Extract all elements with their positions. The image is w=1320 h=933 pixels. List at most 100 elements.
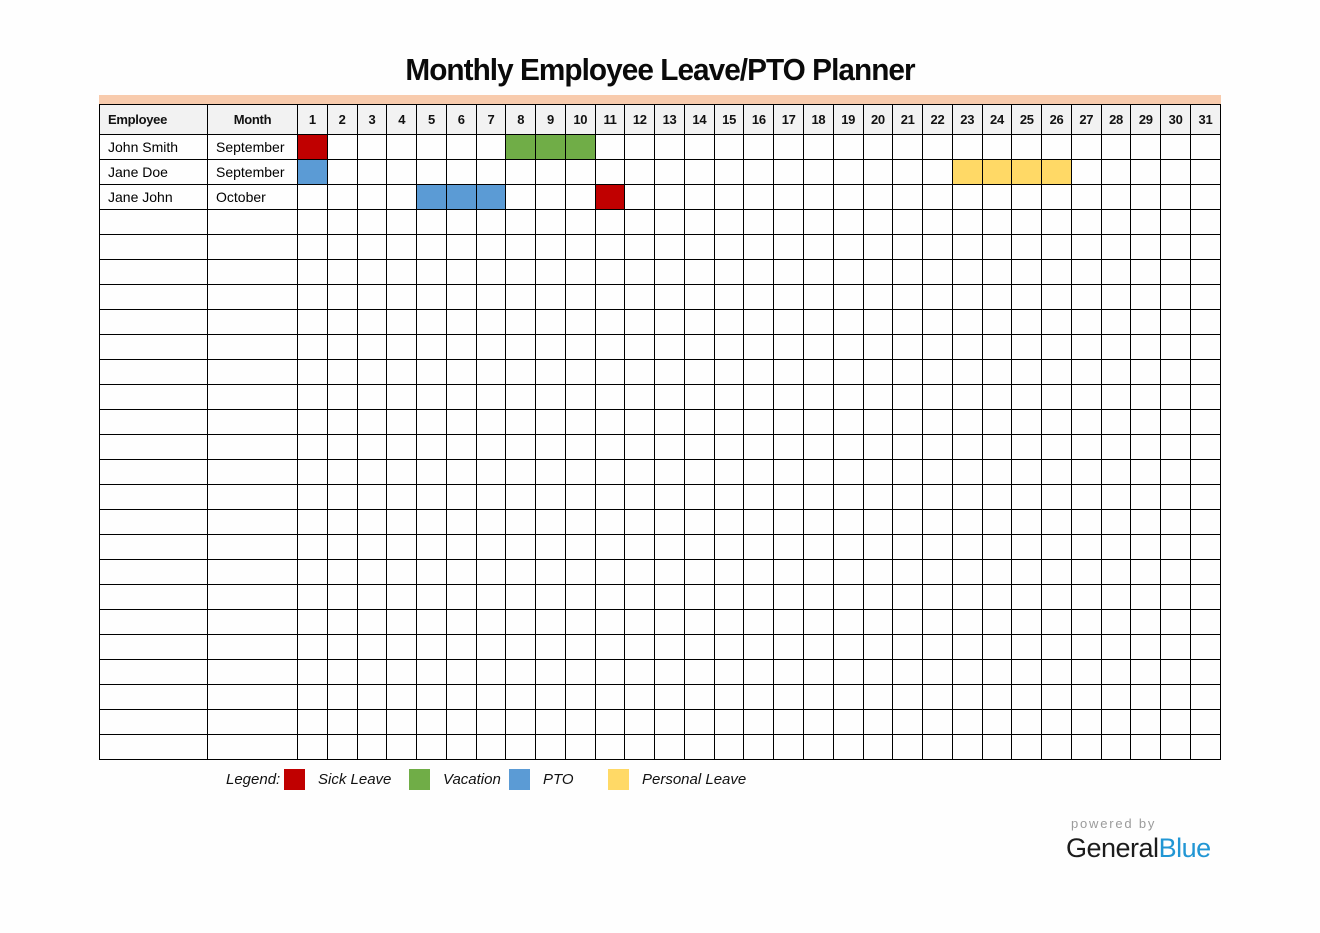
day-cell xyxy=(535,234,566,260)
day-cell xyxy=(1160,284,1191,310)
month-cell xyxy=(207,209,298,235)
day-cell xyxy=(1189,159,1222,185)
day-cell xyxy=(1189,184,1222,210)
day-cell xyxy=(922,234,953,260)
day-cell xyxy=(981,359,1013,385)
day-cell xyxy=(1041,584,1072,610)
day-cell-vacation xyxy=(535,134,566,160)
vacation-color-swatch xyxy=(409,769,430,790)
employee-name-cell: Jane Doe xyxy=(99,159,208,185)
legend-label: Legend: xyxy=(226,771,281,788)
day-cell xyxy=(416,309,447,335)
day-cell xyxy=(1011,409,1043,435)
day-cell xyxy=(743,234,775,260)
employee-name-cell xyxy=(99,559,208,585)
day-cell xyxy=(475,584,507,610)
day-cell xyxy=(1160,609,1191,635)
day-cell xyxy=(713,534,745,560)
day-cell xyxy=(624,734,656,760)
day-cell xyxy=(1189,434,1222,460)
day-cell xyxy=(624,559,656,585)
day-cell xyxy=(1189,359,1222,385)
day-cell xyxy=(683,159,715,185)
day-cell xyxy=(862,259,894,285)
day-cell xyxy=(326,334,358,360)
day-cell xyxy=(1160,434,1191,460)
day-cell xyxy=(773,359,805,385)
day-cell xyxy=(326,584,358,610)
day-cell xyxy=(1100,409,1132,435)
day-cell xyxy=(535,184,566,210)
day-cell xyxy=(535,709,566,735)
day-cell xyxy=(683,659,715,685)
day-cell xyxy=(416,384,447,410)
day-cell xyxy=(803,709,834,735)
day-cell xyxy=(535,159,566,185)
day-cell xyxy=(535,284,566,310)
day-cell xyxy=(356,659,388,685)
day-cell xyxy=(803,459,834,485)
day-cell xyxy=(803,384,834,410)
day-cell xyxy=(624,584,656,610)
day-cell xyxy=(803,259,834,285)
day-cell xyxy=(922,584,953,610)
day-cell xyxy=(416,734,447,760)
day-cell xyxy=(445,384,477,410)
day-cell xyxy=(535,659,566,685)
day-cell xyxy=(951,234,983,260)
day-cell xyxy=(356,359,388,385)
day-cell xyxy=(1130,484,1162,510)
day-cell xyxy=(832,434,864,460)
employee-name-cell xyxy=(99,459,208,485)
day-cell xyxy=(1070,709,1102,735)
day-cell xyxy=(773,309,805,335)
day-cell xyxy=(1130,709,1162,735)
day-cell-sick xyxy=(594,184,626,210)
day-cell xyxy=(951,609,983,635)
day-cell xyxy=(832,159,864,185)
day-cell xyxy=(1189,709,1222,735)
day-cell xyxy=(1011,734,1043,760)
day-cell xyxy=(505,609,537,635)
day-cell xyxy=(624,234,656,260)
day-cell xyxy=(1070,559,1102,585)
day-cell xyxy=(1100,609,1132,635)
day-column-header-28: 28 xyxy=(1100,104,1132,135)
day-column-header-18: 18 xyxy=(803,104,834,135)
day-cell xyxy=(951,434,983,460)
day-cell xyxy=(535,609,566,635)
day-cell xyxy=(713,484,745,510)
day-cell xyxy=(743,134,775,160)
day-cell xyxy=(1041,409,1072,435)
day-cell xyxy=(594,334,626,360)
employee-name-cell xyxy=(99,209,208,235)
day-cell xyxy=(832,509,864,535)
day-cell xyxy=(475,284,507,310)
day-cell xyxy=(297,259,328,285)
day-cell xyxy=(624,709,656,735)
day-cell xyxy=(654,509,685,535)
day-cell xyxy=(862,334,894,360)
day-cell xyxy=(475,159,507,185)
day-cell xyxy=(951,209,983,235)
day-cell xyxy=(1189,309,1222,335)
day-cell xyxy=(1160,459,1191,485)
day-cell xyxy=(803,434,834,460)
day-cell xyxy=(535,459,566,485)
day-cell xyxy=(654,459,685,485)
day-cell xyxy=(713,684,745,710)
day-cell xyxy=(1100,734,1132,760)
day-cell-vacation xyxy=(505,134,537,160)
day-cell xyxy=(564,359,596,385)
day-cell-personal xyxy=(1041,159,1072,185)
empty-row xyxy=(99,434,1222,460)
day-cell xyxy=(445,459,477,485)
month-cell xyxy=(207,584,298,610)
day-cell xyxy=(1189,259,1222,285)
day-cell xyxy=(1130,384,1162,410)
day-cell xyxy=(297,384,328,410)
day-cell xyxy=(892,384,924,410)
day-cell xyxy=(951,684,983,710)
day-cell xyxy=(1189,484,1222,510)
day-cell xyxy=(564,384,596,410)
